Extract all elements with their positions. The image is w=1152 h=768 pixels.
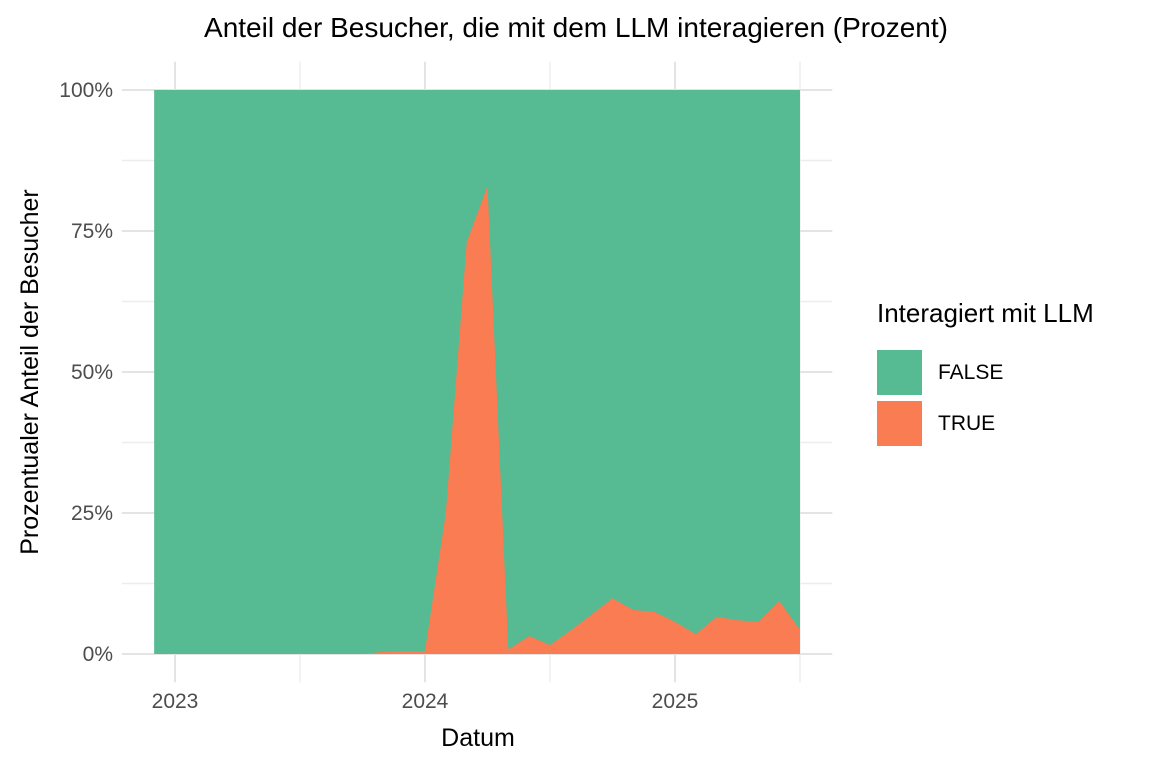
chart-title: Anteil der Besucher, die mit dem LLM int… [204, 12, 948, 43]
x-tick-label: 2024 [402, 690, 449, 713]
x-axis-title: Datum [441, 724, 515, 752]
x-tick-label: 2025 [652, 690, 699, 713]
area-true [154, 185, 800, 654]
y-tick-label: 50% [71, 361, 113, 384]
y-tick-label: 75% [71, 220, 113, 243]
legend-swatch-true [877, 401, 922, 446]
y-tick-label: 0% [83, 643, 113, 666]
legend-item-false: FALSE [877, 350, 1147, 395]
legend: Interagiert mit LLM FALSE TRUE [877, 298, 1147, 452]
legend-swatch-false [877, 350, 922, 395]
legend-item-true: TRUE [877, 401, 1147, 446]
y-tick-label: 100% [59, 79, 113, 102]
x-tick-label: 2023 [152, 690, 199, 713]
legend-title: Interagiert mit LLM [877, 298, 1094, 328]
legend-label-true: TRUE [938, 411, 996, 435]
y-tick-label: 25% [71, 502, 113, 525]
legend-label-false: FALSE [938, 360, 1004, 384]
